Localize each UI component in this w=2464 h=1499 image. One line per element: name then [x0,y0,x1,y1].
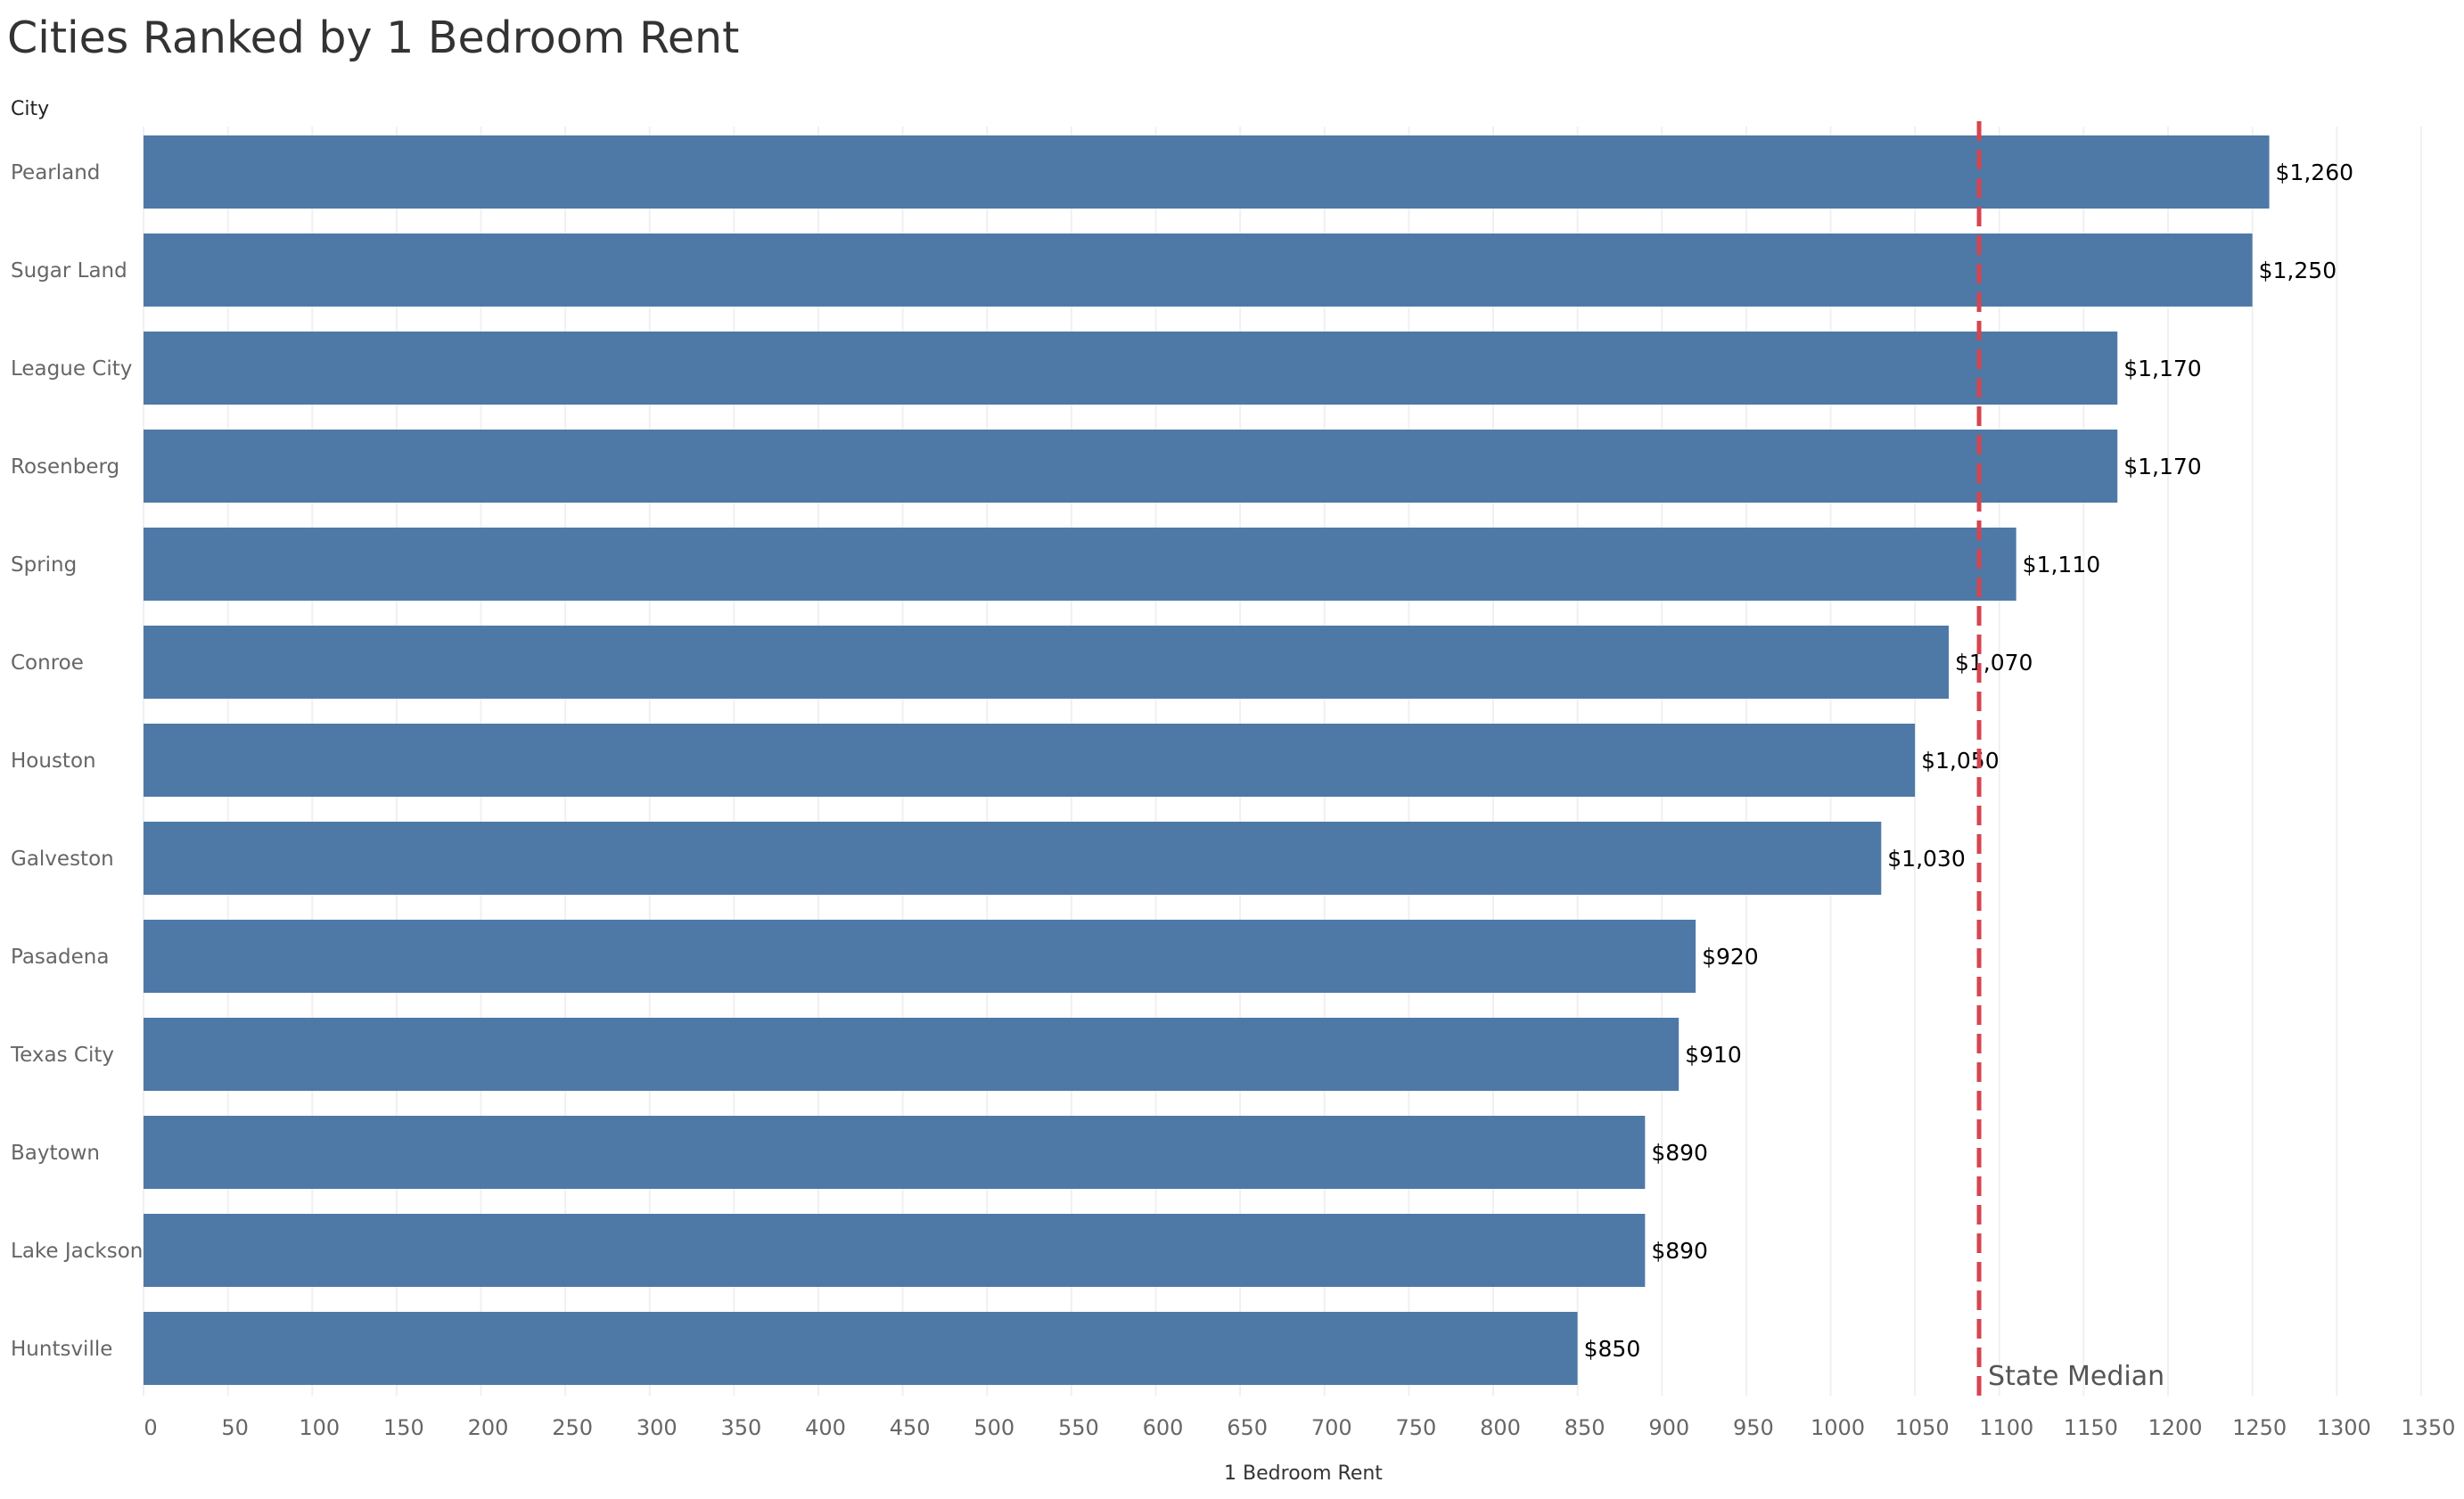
x-axis-ticks: 0 50 100 150 200 250 300 350 400 450 500 550 600 650 7… [144,1415,2455,1440]
x-tick-label: 1250 [2232,1415,2287,1440]
x-tick-label: 750 [1395,1415,1436,1440]
x-tick-label: 550 [1058,1415,1099,1440]
bar[interactable] [144,332,2118,405]
x-tick-label: 450 [890,1415,931,1440]
x-tick-label: 1150 [2064,1415,2118,1440]
x-tick-label: 900 [1648,1415,1689,1440]
x-tick-label: 1000 [1811,1415,1865,1440]
bar[interactable] [144,1312,1578,1385]
category-labels: Pearland Sugar Land League City Rosenberg Sp… [10,161,143,1361]
x-tick-label: 350 [720,1415,761,1440]
bar[interactable] [144,233,2253,307]
bar[interactable] [144,822,1882,895]
bar[interactable] [144,920,1696,993]
bar[interactable] [144,724,1916,797]
x-tick-label: 50 [221,1415,249,1440]
x-tick-label: 150 [383,1415,424,1440]
data-label: $1,170 [2123,356,2201,381]
category-label: Texas City [10,1044,114,1067]
data-label: $1,170 [2123,454,2201,479]
data-label: $920 [1702,944,1759,970]
category-label: Pearland [11,161,100,184]
x-tick-label: 1350 [2401,1415,2455,1440]
data-label: $850 [1584,1336,1641,1362]
data-label: $890 [1651,1238,1708,1264]
category-label: Galveston [11,848,114,871]
bar[interactable] [144,528,2016,601]
x-tick-label: 1200 [2148,1415,2202,1440]
x-tick-label: 500 [973,1415,1014,1440]
x-tick-label: 300 [637,1415,678,1440]
reference-line-group: State Median [1976,121,2164,1396]
x-tick-label: 1100 [1979,1415,2033,1440]
category-label: Houston [11,750,96,773]
data-label: $1,030 [1887,846,1965,872]
bar[interactable] [144,1214,1646,1287]
x-tick-label: 200 [468,1415,509,1440]
x-tick-label: 700 [1311,1415,1352,1440]
category-label: Spring [11,553,77,577]
category-label: League City [11,357,132,381]
category-label: Baytown [11,1142,100,1165]
x-tick-label: 1300 [2317,1415,2371,1440]
x-tick-label: 800 [1480,1415,1521,1440]
data-label: $1,250 [2259,258,2337,283]
x-tick-label: 100 [299,1415,340,1440]
category-label: Rosenberg [11,455,119,479]
category-label: Sugar Land [11,259,127,283]
x-tick-label: 600 [1143,1415,1184,1440]
category-label: Pasadena [11,946,109,969]
x-tick-label: 650 [1227,1415,1268,1440]
category-label: Conroe [11,651,84,675]
x-tick-label: 1050 [1895,1415,1950,1440]
bar[interactable] [144,1116,1646,1189]
data-label: $890 [1651,1140,1708,1166]
row-header: City [11,98,49,120]
reference-line-label: State Median [1988,1361,2164,1392]
data-label: $1,260 [2276,160,2353,185]
data-label: $1,110 [2023,552,2100,577]
data-label: $1,070 [1955,650,2033,676]
chart-title: Cities Ranked by 1 Bedroom Rent [7,12,740,63]
data-label: $910 [1685,1042,1742,1068]
bar[interactable] [144,626,1949,699]
x-tick-label: 400 [805,1415,846,1440]
x-tick-label: 250 [552,1415,593,1440]
bar[interactable] [144,1018,1680,1091]
x-tick-label: 850 [1565,1415,1606,1440]
bar[interactable] [144,430,2118,503]
x-axis-title: 1 Bedroom Rent [1224,1462,1383,1485]
x-tick-label: 0 [144,1415,157,1440]
bars [144,135,2270,1385]
bar[interactable] [144,135,2270,209]
x-tick-label: 950 [1733,1415,1774,1440]
category-label: Lake Jackson [11,1240,143,1263]
data-labels: $1,260 $1,250 $1,170 $1,170 $1,110 $1,070 $1,0… [1584,160,2353,1362]
data-label: $1,050 [1921,748,1999,774]
category-label: Huntsville [11,1338,112,1361]
